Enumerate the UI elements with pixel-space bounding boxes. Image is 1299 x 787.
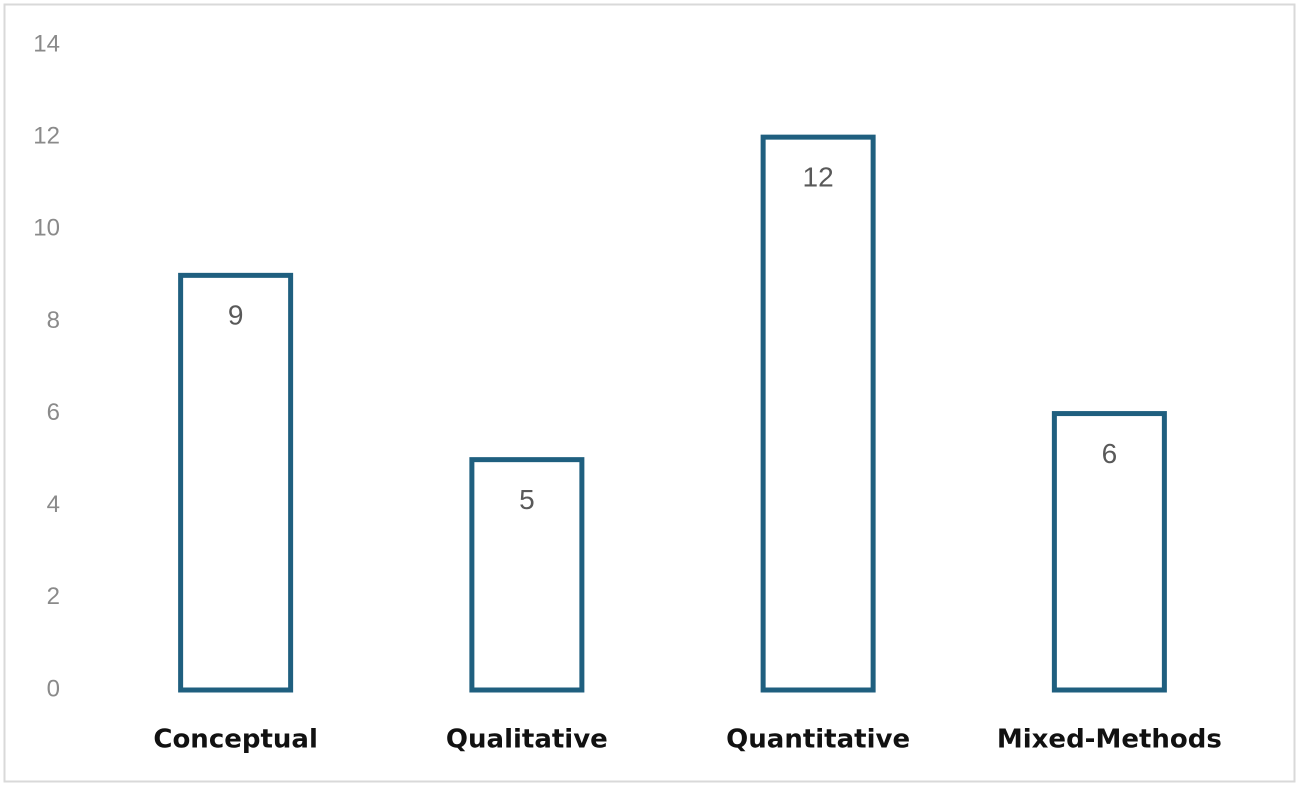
value-label: 12 [803,162,834,193]
bar [760,134,876,693]
x-tick-label: Mixed-Methods [997,725,1222,755]
x-tick-label: Conceptual [153,725,318,755]
y-tick-label: 12 [33,122,60,149]
bar [469,457,585,693]
bar [178,272,294,693]
value-label: 5 [519,484,535,515]
y-tick-label: 14 [33,30,60,57]
value-label: 9 [228,300,244,331]
x-tick-label: Quantitative [726,725,910,755]
x-tick-label: Qualitative [446,725,608,755]
y-tick-label: 4 [47,491,60,518]
y-tick-label: 2 [47,583,60,610]
y-tick-label: 8 [47,307,60,334]
y-tick-label: 6 [47,399,60,426]
y-tick-label: 10 [33,215,60,242]
value-label: 6 [1102,438,1118,469]
bar [1051,411,1167,693]
y-tick-label: 0 [47,675,60,702]
